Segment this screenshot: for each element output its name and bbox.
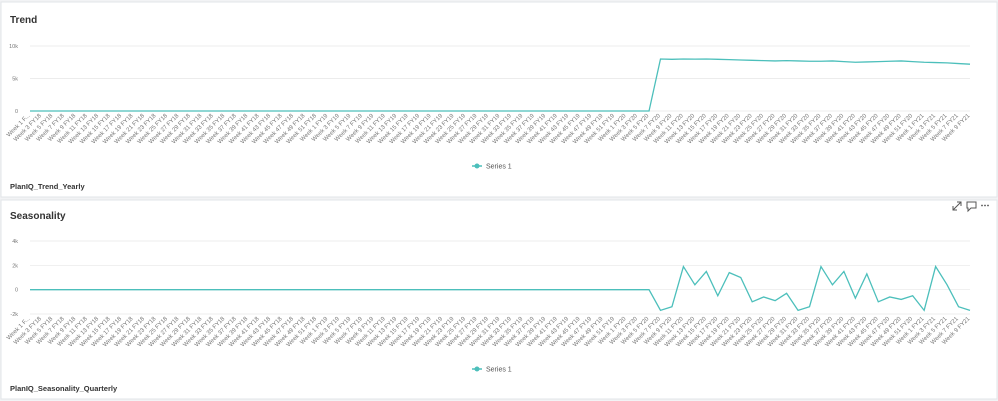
y-tick-label: 10k xyxy=(9,44,18,50)
y-tick-label: 0 xyxy=(15,109,18,115)
series-line xyxy=(30,58,971,112)
chart-title: Seasonality xyxy=(10,211,66,222)
y-tick-label: 0 xyxy=(15,288,18,294)
legend-label: Series 1 xyxy=(486,164,512,171)
expand-icon[interactable] xyxy=(952,201,962,211)
legend-marker xyxy=(474,366,480,372)
series-line xyxy=(30,264,971,312)
y-tick-label: 5k xyxy=(12,77,18,83)
legend-label: Series 1 xyxy=(486,367,512,374)
y-tick-label: 4k xyxy=(12,239,18,245)
panel xyxy=(0,1,998,198)
y-tick-label: -2k xyxy=(10,312,18,318)
panel xyxy=(0,199,998,400)
comment-icon[interactable] xyxy=(966,201,977,213)
chart-caption: PlanIQ_Trend_Yearly xyxy=(10,182,85,191)
legend-marker xyxy=(474,163,480,169)
y-tick-label: 2k xyxy=(12,263,18,269)
chart-title: Trend xyxy=(10,15,37,26)
more-icon[interactable] xyxy=(981,204,989,207)
chart-caption: PlanIQ_Seasonality_Quarterly xyxy=(10,384,118,393)
